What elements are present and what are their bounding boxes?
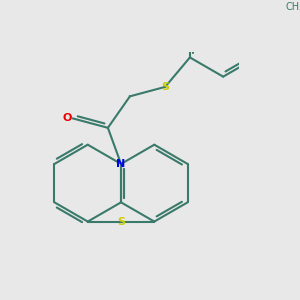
- Text: S: S: [117, 217, 125, 226]
- Text: CH₃: CH₃: [286, 2, 300, 12]
- Text: S: S: [161, 82, 169, 92]
- Text: N: N: [116, 159, 126, 169]
- Text: O: O: [63, 113, 72, 123]
